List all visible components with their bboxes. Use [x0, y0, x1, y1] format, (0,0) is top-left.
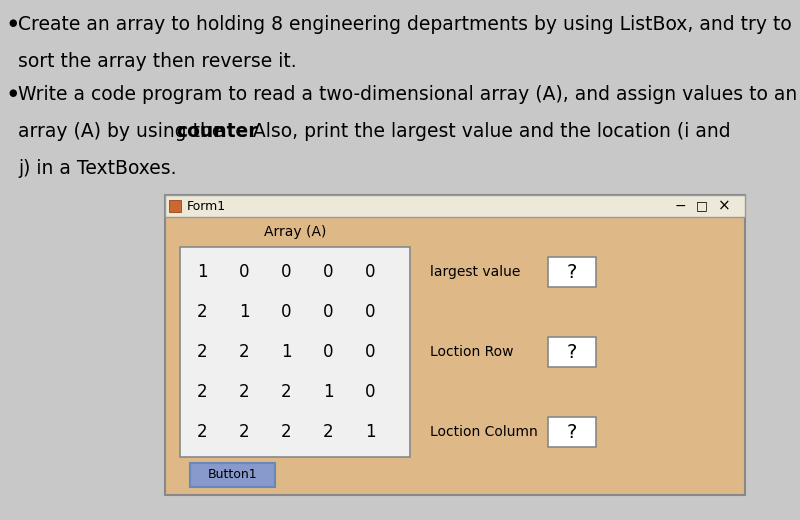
Text: Create an array to holding 8 engineering departments by using ListBox, and try t: Create an array to holding 8 engineering…	[18, 15, 792, 34]
Text: Array (A): Array (A)	[264, 225, 326, 239]
FancyBboxPatch shape	[180, 247, 410, 457]
Text: 1: 1	[238, 303, 250, 321]
Text: 0: 0	[281, 303, 291, 321]
Text: ●: ●	[8, 88, 17, 98]
Text: 1: 1	[365, 423, 375, 441]
Text: counter: counter	[176, 122, 258, 141]
Text: 2: 2	[197, 343, 207, 361]
Text: ●: ●	[8, 18, 17, 28]
Text: 0: 0	[238, 263, 250, 281]
Text: Write a code program to read a two-dimensional array (A), and assign values to a: Write a code program to read a two-dimen…	[18, 85, 798, 104]
Text: ?: ?	[567, 263, 577, 281]
Text: 0: 0	[365, 343, 375, 361]
Text: 0: 0	[365, 303, 375, 321]
Text: 0: 0	[365, 383, 375, 401]
FancyBboxPatch shape	[169, 200, 181, 212]
Text: ?: ?	[567, 343, 577, 361]
Text: 0: 0	[365, 263, 375, 281]
Text: 2: 2	[322, 423, 334, 441]
Text: Button1: Button1	[208, 469, 258, 482]
FancyBboxPatch shape	[165, 195, 745, 217]
Text: □: □	[696, 200, 708, 213]
Text: Form1: Form1	[187, 200, 226, 213]
Text: 0: 0	[322, 263, 334, 281]
Text: 2: 2	[281, 423, 291, 441]
Text: −: −	[674, 199, 686, 213]
Text: Loction Row: Loction Row	[430, 345, 514, 359]
Text: 2: 2	[238, 423, 250, 441]
Text: ?: ?	[567, 422, 577, 441]
Text: Loction Column: Loction Column	[430, 425, 538, 439]
Text: 2: 2	[197, 303, 207, 321]
FancyBboxPatch shape	[190, 463, 275, 487]
FancyBboxPatch shape	[548, 337, 596, 367]
Text: 1: 1	[197, 263, 207, 281]
Text: 0: 0	[281, 263, 291, 281]
Text: 2: 2	[197, 423, 207, 441]
Text: ×: ×	[718, 199, 730, 214]
FancyBboxPatch shape	[548, 417, 596, 447]
Text: . Also, print the largest value and the location (i and: . Also, print the largest value and the …	[241, 122, 730, 141]
Text: 2: 2	[238, 383, 250, 401]
Text: 0: 0	[322, 303, 334, 321]
FancyBboxPatch shape	[548, 257, 596, 287]
Text: 2: 2	[197, 383, 207, 401]
Text: sort the array then reverse it.: sort the array then reverse it.	[18, 52, 297, 71]
Text: 2: 2	[281, 383, 291, 401]
Text: largest value: largest value	[430, 265, 520, 279]
Text: 0: 0	[322, 343, 334, 361]
Text: array (A) by using the: array (A) by using the	[18, 122, 230, 141]
Text: 2: 2	[238, 343, 250, 361]
Text: 1: 1	[281, 343, 291, 361]
FancyBboxPatch shape	[165, 195, 745, 495]
Text: 1: 1	[322, 383, 334, 401]
Text: j) in a TextBoxes.: j) in a TextBoxes.	[18, 159, 177, 178]
